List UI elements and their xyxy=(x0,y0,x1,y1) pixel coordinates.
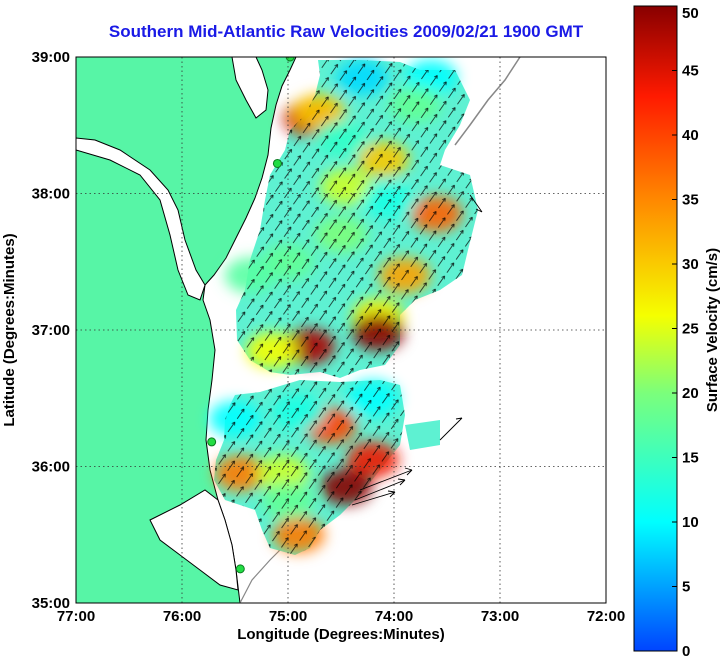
x-tick-labels: 77:00 76:00 75:00 74:00 73:00 72:00 xyxy=(57,608,625,625)
colorbar-label: Surface Velocity (cm/s) xyxy=(704,248,721,412)
y-tick-label: 38:00 xyxy=(32,186,70,203)
x-tick-label: 77:00 xyxy=(57,608,95,625)
y-axis-label: Latitude (Degrees:Minutes) xyxy=(1,233,18,426)
velocity-field-extra xyxy=(405,420,440,450)
colorbar-tick-label: 25 xyxy=(682,321,699,338)
x-tick-label: 75:00 xyxy=(269,608,307,625)
radar-station xyxy=(272,158,282,168)
chesapeake-bay xyxy=(76,137,206,301)
nj-coast xyxy=(454,57,521,146)
radar-station xyxy=(207,437,217,447)
radar-station xyxy=(235,564,245,574)
chart-title: Southern Mid-Atlantic Raw Velocities 200… xyxy=(108,22,584,41)
x-axis-label: Longitude (Degrees:Minutes) xyxy=(237,626,445,643)
x-tick-label: 74:00 xyxy=(375,608,413,625)
colorbar-tick-label: 30 xyxy=(682,256,699,273)
colorbar-tick-label: 10 xyxy=(682,514,699,531)
y-tick-label: 39:00 xyxy=(32,49,70,66)
x-tick-label: 76:00 xyxy=(163,608,201,625)
colorbar-tick-label: 5 xyxy=(682,579,690,596)
colorbar-tick-label: 0 xyxy=(682,643,690,659)
grid-lines xyxy=(76,57,606,603)
colorbar-tick-label: 35 xyxy=(682,192,699,209)
y-tick-label: 35:00 xyxy=(32,595,70,612)
plot-frame xyxy=(75,56,607,604)
x-tick-label: 72:00 xyxy=(587,608,625,625)
colorbar xyxy=(633,5,678,652)
colorbar-tick-label: 15 xyxy=(682,450,699,467)
colorbar-tick-label: 50 xyxy=(682,5,699,22)
y-tick-label: 36:00 xyxy=(32,459,70,476)
colorbar-tick-label: 20 xyxy=(682,385,699,402)
hf-radar-stations xyxy=(207,57,295,574)
long-vectors xyxy=(351,194,483,506)
delaware-bay xyxy=(231,57,269,119)
y-tick-label: 37:00 xyxy=(32,322,70,339)
velocity-vectors xyxy=(214,60,478,555)
y-tick-labels: 39:00 38:00 37:00 36:00 35:00 xyxy=(32,49,70,612)
x-tick-label: 73:00 xyxy=(481,608,519,625)
colorbar-tick-label: 45 xyxy=(682,63,699,80)
colorbar-tick-label: 40 xyxy=(682,127,699,144)
